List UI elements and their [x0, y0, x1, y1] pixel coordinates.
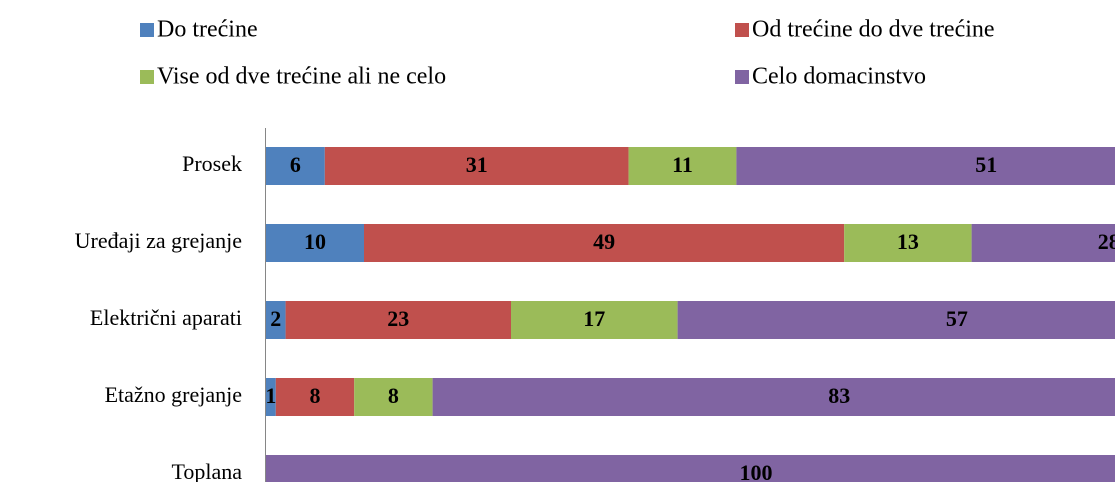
legend-swatch — [735, 70, 749, 84]
bar-segment — [275, 378, 355, 416]
legend-label: Do trećine — [157, 17, 258, 43]
bar-segment — [266, 147, 325, 185]
data-label: 17 — [583, 306, 605, 331]
bar-segment — [266, 301, 286, 339]
data-label: 6 — [290, 152, 301, 177]
data-label: 11 — [672, 152, 693, 177]
bar-segment — [844, 224, 972, 262]
data-label: 51 — [975, 152, 997, 177]
y-tick-label: Električni aparati — [90, 305, 242, 330]
data-label: 83 — [828, 383, 850, 408]
bar-segment — [266, 378, 276, 416]
data-label: 100 — [740, 460, 773, 482]
legend-swatch — [140, 70, 154, 84]
legend-label: Celo domacinstvo — [752, 64, 926, 90]
data-label: 8 — [388, 383, 399, 408]
data-label: 13 — [897, 229, 919, 254]
bar-segment — [285, 301, 511, 339]
data-label: 57 — [946, 306, 968, 331]
y-tick-label: Uređaji za grejanje — [75, 228, 242, 253]
data-label: 49 — [593, 229, 615, 254]
data-label: 10 — [304, 229, 326, 254]
bar-segment — [266, 224, 364, 262]
bar-segment — [364, 224, 845, 262]
bar-segment — [324, 147, 629, 185]
data-label: 28 — [1098, 229, 1115, 254]
legend-label: Od trećine do dve trećine — [752, 17, 995, 43]
legend-label: Vise od dve trećine ali ne celo — [157, 64, 446, 90]
y-tick-label: Toplana — [171, 459, 242, 482]
bar-segment — [432, 378, 1115, 416]
bar-segment — [628, 147, 737, 185]
bar-segment — [511, 301, 678, 339]
bar-segment — [677, 301, 1115, 339]
data-label: 8 — [310, 383, 321, 408]
legend-swatch — [735, 23, 749, 37]
bar-segment — [266, 455, 1115, 482]
data-label: 1 — [265, 383, 276, 408]
data-label: 2 — [270, 306, 281, 331]
bar-segment — [971, 224, 1115, 262]
data-label: 23 — [387, 306, 409, 331]
legend-swatch — [140, 23, 154, 37]
bar-segment — [736, 147, 1115, 185]
bar-segment — [354, 378, 433, 416]
y-tick-label: Etažno grejanje — [105, 382, 242, 407]
data-label: 31 — [466, 152, 488, 177]
y-tick-label: Prosek — [182, 151, 242, 176]
